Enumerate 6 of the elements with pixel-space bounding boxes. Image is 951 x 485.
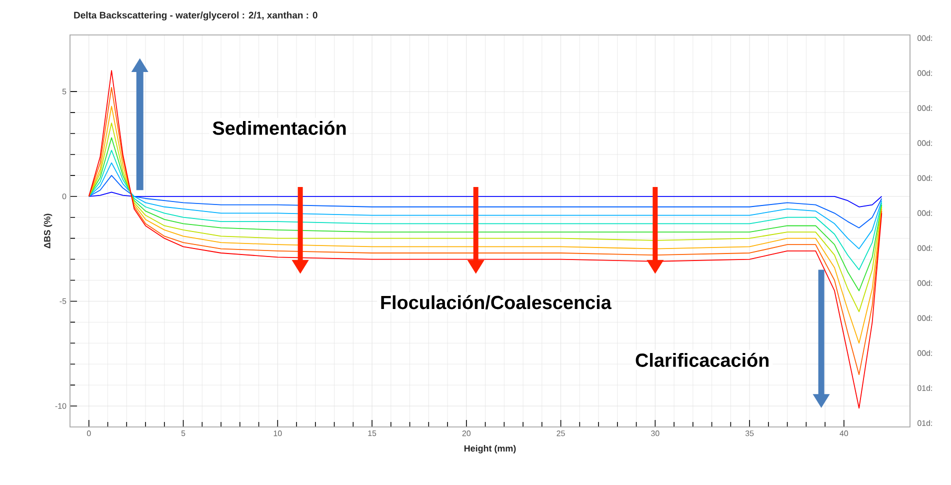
annotation: Sedimentación (212, 120, 346, 135)
chart-title: Delta Backscattering - water/glycerol : 2/1, xanthan : 0 (74, 12, 318, 20)
x-axis-title: Height (mm) (464, 444, 516, 454)
y-axis-title: ΔBS (%) (44, 214, 52, 248)
annotation: Clarificacación (636, 352, 769, 367)
annotation: Floculación/Coalescencia (381, 295, 612, 310)
